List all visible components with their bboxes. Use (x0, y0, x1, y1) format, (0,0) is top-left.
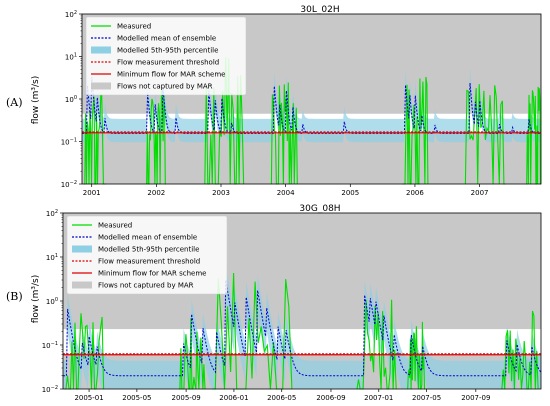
x-tick-label: 2003 (212, 189, 230, 197)
x-tick-label: 2007-01 (364, 394, 393, 402)
modelled-percentile-band (82, 62, 541, 143)
measured-flow-segment (270, 82, 298, 185)
y-tick-label: 10−1 (61, 138, 77, 147)
legend-box (85, 16, 247, 96)
measured-flow-segment (464, 84, 506, 185)
legend-box (66, 215, 228, 295)
y-tick-label: 10−2 (61, 180, 77, 189)
x-tick-label: 2005-05 (122, 394, 151, 402)
measured-flow-segment (526, 86, 541, 185)
panel-b-chart: 10−2 10−1 100 101 102 2005-01 2005-05 2005-09 20… (31, 204, 542, 402)
legend-swatch (91, 82, 111, 90)
panel-b-ylabel: flow (m³/s) (31, 275, 41, 324)
legend-swatch (72, 245, 92, 253)
x-tick-label: 2007-09 (461, 394, 490, 402)
legend-swatch (72, 281, 92, 289)
x-tick-label: 2006 (406, 189, 424, 197)
x-tick-label: 2005-01 (74, 394, 103, 402)
modelled-mean-line (63, 280, 542, 377)
measured-flow-segment (204, 56, 245, 185)
legend-swatch (91, 46, 111, 54)
x-tick-label: 2006-05 (267, 394, 296, 402)
measured-flow-segment (64, 313, 105, 390)
legend-label: Measured (98, 222, 132, 230)
y-tick-label: 100 (46, 297, 58, 306)
panel-b-title: 30G_08H (299, 204, 340, 214)
panel-letter-a: (A) (6, 96, 23, 109)
y-tick-label: 100 (65, 95, 77, 104)
panel-a-ylabel: flow (m³/s) (31, 76, 41, 125)
legend-label: Minimum flow for MAR scheme (117, 71, 225, 79)
legend-label: Modelled 5th-95th percentile (98, 246, 199, 254)
legend-label: Flows not captured by MAR (117, 83, 213, 91)
y-tick-label: 101 (65, 53, 77, 62)
legend-label: Flow measurement threshold (98, 258, 200, 266)
x-tick-label: 2002 (147, 189, 165, 197)
x-tick-label: 2005 (341, 189, 359, 197)
panel-a-title: 30L_02H (300, 5, 339, 15)
legend-label: Modelled 5th-95th percentile (117, 47, 218, 55)
y-tick-label: 102 (65, 10, 77, 19)
legend-label: Minimum flow for MAR scheme (98, 270, 206, 278)
panel-a-chart: 10−2 10−1 100 101 102 2001 2002 2003 2004 2005 200… (31, 5, 542, 197)
panel-letter-b: (B) (6, 290, 23, 303)
measured-flow-segment (146, 87, 166, 185)
x-tick-label: 2006-01 (219, 394, 248, 402)
modelled-percentile-band (63, 265, 541, 389)
legend-label: Modelled mean of ensemble (98, 234, 197, 242)
x-tick-label: 2006-09 (316, 394, 345, 402)
x-tick-label: 2001 (83, 189, 101, 197)
y-tick-label: 101 (46, 253, 58, 262)
legend-label: Measured (117, 23, 151, 31)
x-tick-label: 2004 (277, 189, 295, 197)
x-tick-label: 2007-05 (412, 394, 441, 402)
x-tick-label: 2005-09 (171, 394, 200, 402)
legend-label: Flow measurement threshold (117, 59, 219, 67)
legend-label: Flows not captured by MAR (98, 282, 194, 290)
measured-flow-segment (356, 299, 397, 390)
y-tick-label: 10−1 (42, 341, 58, 350)
y-tick-label: 102 (46, 209, 58, 218)
legend-label: Modelled mean of ensemble (117, 35, 216, 43)
y-tick-label: 10−2 (42, 385, 58, 394)
x-tick-label: 2007 (471, 189, 489, 197)
